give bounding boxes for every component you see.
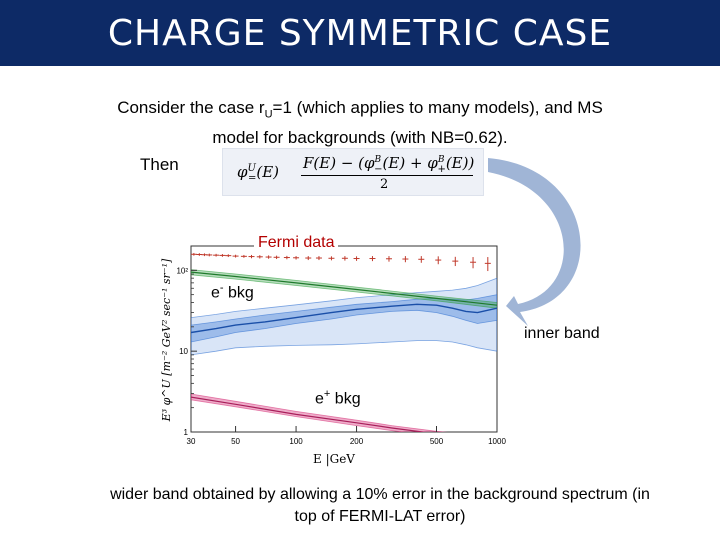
intro-pre: Consider the case r — [117, 98, 265, 117]
signal-inner-band — [191, 294, 497, 343]
signal-outer-band — [191, 277, 497, 356]
electron-bkg-line — [191, 271, 497, 306]
formula-num-end: (E)) — [445, 154, 475, 172]
formula-lhs-sub: = — [247, 173, 257, 184]
formula-lhs-sup: U — [247, 163, 256, 174]
intro-subscript: U — [264, 108, 273, 121]
plot-ticks: 30 50 100 200 500 1000 1 10 10² E |GeV E³ φ^U [m⁻²… — [160, 258, 506, 466]
y-tick-label: 1 — [184, 428, 189, 437]
formula-num-sub2: + — [437, 164, 446, 175]
y-axis-label: E³ φ^U [m⁻² GeV² sec⁻¹ sr⁻¹] — [160, 258, 173, 422]
inner-band-label: inner band — [524, 325, 600, 342]
formula-lhs: φU=(E) — [237, 163, 279, 184]
y-tick-label: 10² — [176, 266, 188, 275]
positron-bkg-band — [191, 393, 448, 432]
x-tick-label: 1000 — [488, 437, 506, 446]
x-tick-label: 30 — [187, 437, 196, 446]
curved-arrow — [488, 158, 581, 326]
fermi-data-label: Fermi data — [254, 234, 339, 252]
slide-title: CHARGE SYMMETRIC CASE — [107, 12, 613, 54]
signal-line — [191, 303, 497, 334]
formula-num-sup1: B — [374, 155, 382, 165]
fraction-bar — [301, 175, 473, 176]
footnote: wider band obtained by allowing a 10% er… — [110, 486, 650, 525]
formula-denominator: 2 — [380, 177, 389, 192]
formula-phi: φ — [237, 163, 248, 181]
formula-num-mid: (E) + φ — [382, 154, 438, 172]
formula-num-main: F(E) − (φ — [303, 154, 375, 172]
plot-bands — [191, 269, 497, 432]
formula-numerator: F(E) − (φB−(E) + φB+(E)) — [303, 154, 474, 175]
electron-bkg-label: e- bkg — [208, 282, 257, 303]
formula-lhs-arg: (E) — [256, 163, 279, 181]
title-bar: CHARGE SYMMETRIC CASE — [0, 0, 720, 66]
y-tick-label: 10 — [179, 347, 188, 356]
x-tick-label: 100 — [289, 437, 303, 446]
x-tick-label: 500 — [430, 437, 444, 446]
positron-bkg-label: e+ bkg — [312, 388, 364, 409]
then-label: Then — [140, 155, 179, 174]
formula-box: φU=(E) F(E) − (φB−(E) + φB+(E)) 2 — [222, 148, 484, 196]
eminus-base: e — [211, 284, 220, 302]
eplus-rest: bkg — [330, 390, 361, 408]
intro-text: Consider the case rU=1 (which applies to… — [100, 96, 620, 150]
eminus-sup: - — [219, 282, 224, 294]
electron-bkg-band — [191, 269, 497, 309]
eminus-rest: bkg — [223, 284, 254, 302]
x-tick-label: 200 — [350, 437, 364, 446]
arrow-shape — [488, 158, 581, 326]
formula-num-sub1: − — [374, 164, 383, 175]
x-axis-label: E |GeV — [313, 452, 355, 466]
plot-lines — [191, 252, 497, 432]
formula-num-sup2: B — [437, 155, 445, 165]
eplus-base: e — [315, 390, 324, 408]
intro-post: =1 (which applies to many models), and M… — [212, 98, 603, 148]
eplus-sup: + — [323, 388, 331, 400]
positron-bkg-line — [191, 396, 428, 432]
x-tick-label: 50 — [231, 437, 240, 446]
